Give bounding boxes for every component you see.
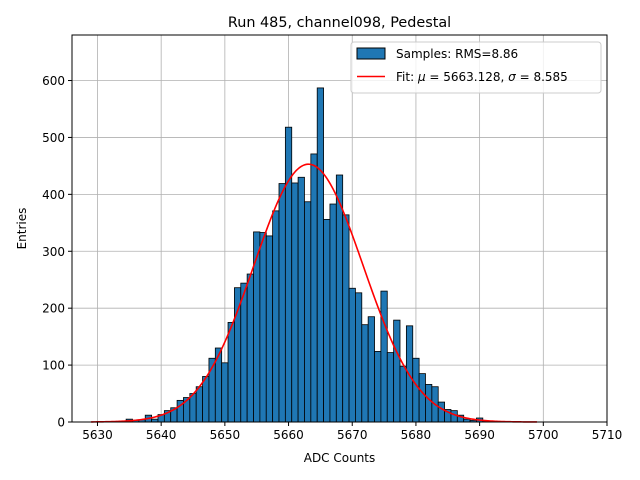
- histogram-bar: [437, 401, 445, 423]
- histogram-bar: [221, 362, 229, 423]
- histogram-bar: [335, 174, 344, 423]
- y-tick-label: 200: [42, 302, 65, 316]
- x-tick-label: 5690: [464, 428, 495, 442]
- histogram-bar: [361, 324, 369, 423]
- histogram-bar: [310, 153, 318, 423]
- histogram-bar: [291, 182, 299, 423]
- y-axis-ticks: 0 100 200 300 400 500 600: [42, 74, 72, 430]
- y-tick-label: 500: [42, 131, 65, 145]
- x-axis-ticks: 5630 5640 5650 5660 5670 5680 5690 5700 5710: [82, 422, 622, 442]
- x-axis-label: ADC Counts: [304, 451, 376, 465]
- histogram-bar: [323, 218, 331, 423]
- histogram-bar: [367, 316, 375, 423]
- histogram-bar: [304, 201, 312, 423]
- histogram-bar: [253, 231, 261, 423]
- histogram-bar: [316, 87, 324, 423]
- x-tick-label: 5650: [210, 428, 241, 442]
- histogram-bar: [265, 235, 274, 423]
- histogram-bar: [202, 376, 210, 423]
- y-tick-label: 600: [42, 74, 65, 88]
- x-tick-label: 5680: [401, 428, 432, 442]
- histogram-bar: [355, 292, 363, 423]
- histogram-bar: [246, 273, 254, 423]
- chart-title: Run 485, channel098, Pedestal: [228, 15, 451, 31]
- x-tick-label: 5670: [337, 428, 368, 442]
- histogram-bar: [227, 322, 235, 423]
- y-tick-label: 300: [42, 245, 65, 259]
- legend: Samples: RMS=8.86 Fit: μ = 5663.128, σ =…: [350, 41, 602, 94]
- histogram-bar: [399, 365, 407, 423]
- x-tick-label: 5700: [528, 428, 559, 442]
- histogram-bar: [342, 214, 350, 423]
- histogram-bar: [329, 203, 337, 423]
- y-axis-label: Entries: [15, 208, 29, 250]
- histogram-bar: [189, 393, 197, 423]
- histogram-bar: [259, 232, 267, 423]
- x-tick-label: 5640: [146, 428, 177, 442]
- histogram-bar: [348, 287, 356, 423]
- histogram-bar: [297, 176, 305, 423]
- plot-frame: [71, 34, 608, 423]
- histogram-bar: [234, 287, 242, 423]
- y-tick-label: 0: [57, 416, 65, 430]
- legend-box: [350, 41, 602, 94]
- histogram-bar: [412, 357, 420, 423]
- legend-histogram-label: Samples: RMS=8.86: [396, 47, 518, 61]
- histogram-bar: [380, 290, 388, 423]
- histogram-bar: [195, 386, 203, 423]
- histogram-bar: [418, 373, 426, 423]
- histogram-bar: [272, 210, 280, 423]
- x-tick-label: 5710: [592, 428, 623, 442]
- histogram-bar: [393, 319, 401, 423]
- y-tick-label: 100: [42, 359, 65, 373]
- histogram-bar: [450, 410, 458, 423]
- histogram-bars: [125, 87, 490, 423]
- histogram-bar: [386, 352, 395, 423]
- fit-curve: [91, 163, 537, 423]
- histogram-bar: [284, 126, 293, 423]
- legend-histogram-swatch: [356, 47, 386, 60]
- legend-fit-label: Fit: μ = 5663.128, σ = 8.585: [396, 70, 568, 84]
- histogram-bar: [425, 384, 433, 423]
- x-tick-label: 5630: [82, 428, 113, 442]
- y-tick-label: 400: [42, 188, 65, 202]
- histogram-bar: [278, 183, 286, 423]
- histogram-bar: [374, 351, 382, 423]
- histogram-bar: [240, 282, 248, 423]
- x-tick-label: 5660: [273, 428, 304, 442]
